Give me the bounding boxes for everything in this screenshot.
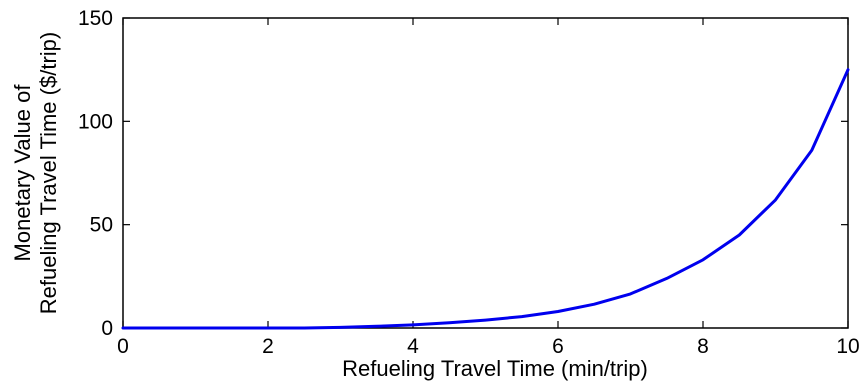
x-tick-label: 10 [836,335,859,358]
y-axis-label-line-2: Refueling Travel Time ($/trip) [36,32,61,314]
plot-area [121,17,850,330]
plot-frame [122,17,849,329]
series-line [121,68,850,330]
x-tick-label: 8 [697,335,709,358]
y-tick-labels: 0 50 100 150 [78,7,113,340]
y-axis-label: Monetary Value of Refueling Travel Time … [10,32,61,314]
y-axis-label-line-1: Monetary Value of [10,84,35,262]
y-tick-label: 100 [78,110,113,133]
x-axis-label: Refueling Travel Time (min/trip) [342,356,648,381]
y-tick-label: 0 [101,317,113,340]
x-tick-label: 6 [552,335,564,358]
y-tick-label: 50 [90,214,113,237]
axis-ticks [122,17,849,329]
x-tick-labels: 0 2 4 6 8 10 [117,335,860,358]
x-tick-label: 4 [407,335,419,358]
x-tick-label: 0 [117,335,129,358]
y-tick-label: 150 [78,7,113,30]
x-tick-label: 2 [262,335,274,358]
